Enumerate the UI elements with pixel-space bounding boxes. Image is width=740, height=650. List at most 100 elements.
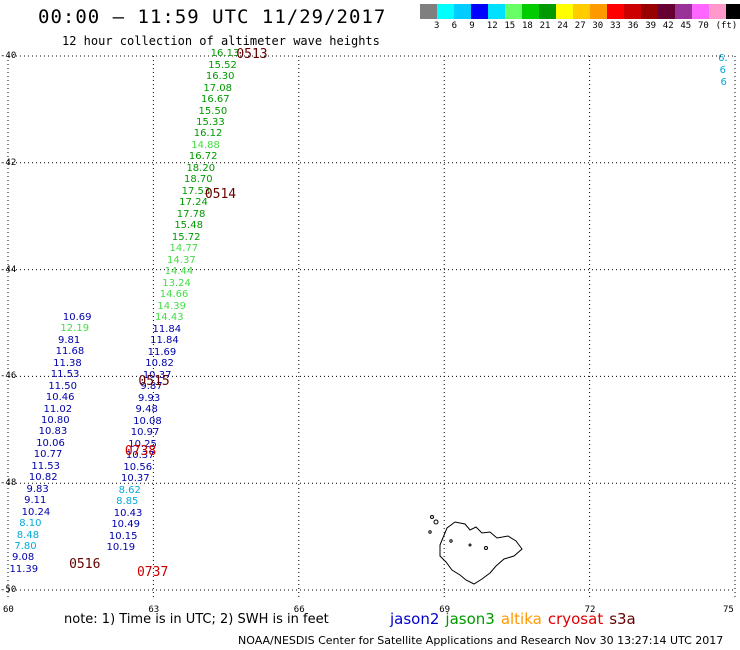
legend-swatch [726,4,740,19]
satellite-legend-cryosat: cryosat [547,610,604,628]
longitude-tick-label: 66 [293,605,305,615]
legend-tick-label: 39 [645,21,657,31]
wave-height-label: 8.48 [16,529,40,541]
legend-swatch [522,4,539,19]
longitude-tick-label: 72 [584,605,596,615]
wave-height-label: 9.81 [58,334,81,346]
legend-tick-label: 18 [522,21,533,31]
wave-height-label: 11.02 [43,403,73,415]
wave-height-label: 9.11 [24,495,47,507]
legend-labels: 3 6 9 12 15 18 21 24 27 30 33 36 39 42 45 70 (ft) [420,19,740,31]
page-title: 00:00 – 11:59 UTC 11/29/2017 [38,6,387,28]
legend-swatch [556,4,573,19]
pass-time-label: 0515 [138,374,170,390]
legend-swatch [454,4,471,19]
legend-tick-label: 21 [539,21,551,31]
legend-swatch [692,4,709,19]
wave-height-label: 10.37 [125,449,155,461]
wave-height-label: 10.83 [38,426,68,438]
wave-height-label: 10.69 [62,311,92,323]
wave-height-label: 14.43 [154,312,184,324]
latitude-tick-label: -50 [0,585,17,595]
footer-note: note: 1) Time is in UTC; 2) SWH is in fe… [64,612,329,627]
wave-height-label: 8.62 [118,484,141,496]
island-coastline [439,521,523,585]
wave-height-label: 10.24 [21,506,51,518]
wave-height-label: 15.72 [171,232,201,244]
latitude-tick-label: -40 [0,51,17,61]
wave-height-label: 17.78 [176,209,206,221]
legend-tick-label: 27 [574,21,586,31]
wave-height-label: 8.10 [19,518,42,530]
pass-time-label: 0513 [236,47,268,63]
legend-tick-label: 70 [698,21,709,31]
legend-swatch [607,4,624,19]
wave-height-label: 11.84 [150,335,179,347]
wave-height-label: 10.82 [28,472,58,484]
wave-height-label: 6 [720,76,727,88]
wave-height-label: 10.37 [142,369,172,381]
wave-height-label: 11.39 [9,564,39,576]
wave-height-label: 7.80 [14,541,37,553]
wave-height-label: 10.15 [108,530,138,542]
wave-height-label: 11.50 [48,380,77,392]
pass-time-label: 0737 [136,564,169,580]
legend-swatch [471,4,488,19]
longitude-tick-label: 63 [148,605,160,615]
legend-swatch [658,4,675,19]
legend-swatch [590,4,607,19]
wave-height-label: 9.48 [135,404,158,416]
islet-outline [484,546,488,550]
satellite-legend-jason3: jason3 [445,610,495,628]
legend-swatch [709,4,726,19]
wave-height-label: 14.39 [157,300,186,312]
satellite-legend-altika: altika [500,610,542,628]
wave-height-label: 10.19 [106,541,136,553]
legend-swatch [437,4,454,19]
wave-height-label: 10.37 [121,472,150,484]
wave-height-label: 12.19 [60,322,90,334]
pass-time-label: 0516 [69,557,101,573]
legend-tick-label: 45 [680,21,692,31]
islet-outline [449,539,453,543]
satellite-legend-s3a: s3a [609,610,636,628]
legend-tick-label: 12 [486,21,498,31]
legend-tick-label: 6 [451,21,458,31]
legend-tick-label: 30 [592,21,604,31]
wave-height-label: 9.93 [137,392,161,404]
legend-swatch [420,4,437,19]
wave-height-label: 11.38 [53,357,82,369]
wave-height-label: 11.53 [31,460,60,472]
legend-tick-label: 36 [627,21,639,31]
wave-height-label: 11.53 [50,368,80,380]
wave-height-label: 10.25 [128,438,157,450]
wave-height-label: 10.77 [33,449,63,461]
legend-swatches [420,4,740,19]
wave-height-label: 10.49 [111,518,140,530]
legend-swatch [539,4,556,19]
legend-swatch [624,4,641,19]
pass-time-label: 0738 [124,443,157,459]
legend-tick-label: 3 [434,21,440,31]
satellite-legend-jason2: jason2 [390,610,440,628]
wave-height-label: 10.56 [123,461,153,473]
wave-height-label: 14.77 [169,243,199,255]
wave-height-label: 10.82 [145,358,174,370]
islet-outline [428,530,432,534]
wave-height-label: 17.53 [181,186,211,198]
legend-swatch [641,4,658,19]
legend-swatch [488,4,505,19]
wave-height-label: 6. [718,52,728,64]
wave-height-label: 16.67 [200,94,230,106]
wave-height-label: 9.08 [11,552,35,564]
longitude-tick-label: 60 [3,605,14,615]
wave-height-label: 16.12 [193,128,223,140]
wave-height-label: 13.24 [162,278,191,290]
wave-height-label: 8.85 [116,495,139,507]
wave-height-label: 16.72 [188,151,218,163]
legend-tick-label: 24 [557,21,569,31]
wave-height-label: 10.08 [133,415,162,427]
page-subtitle: 12 hour collection of altimeter wave hei… [62,34,380,48]
wave-height-label: 18.20 [186,163,216,175]
wave-height-label: 10.46 [45,391,75,403]
